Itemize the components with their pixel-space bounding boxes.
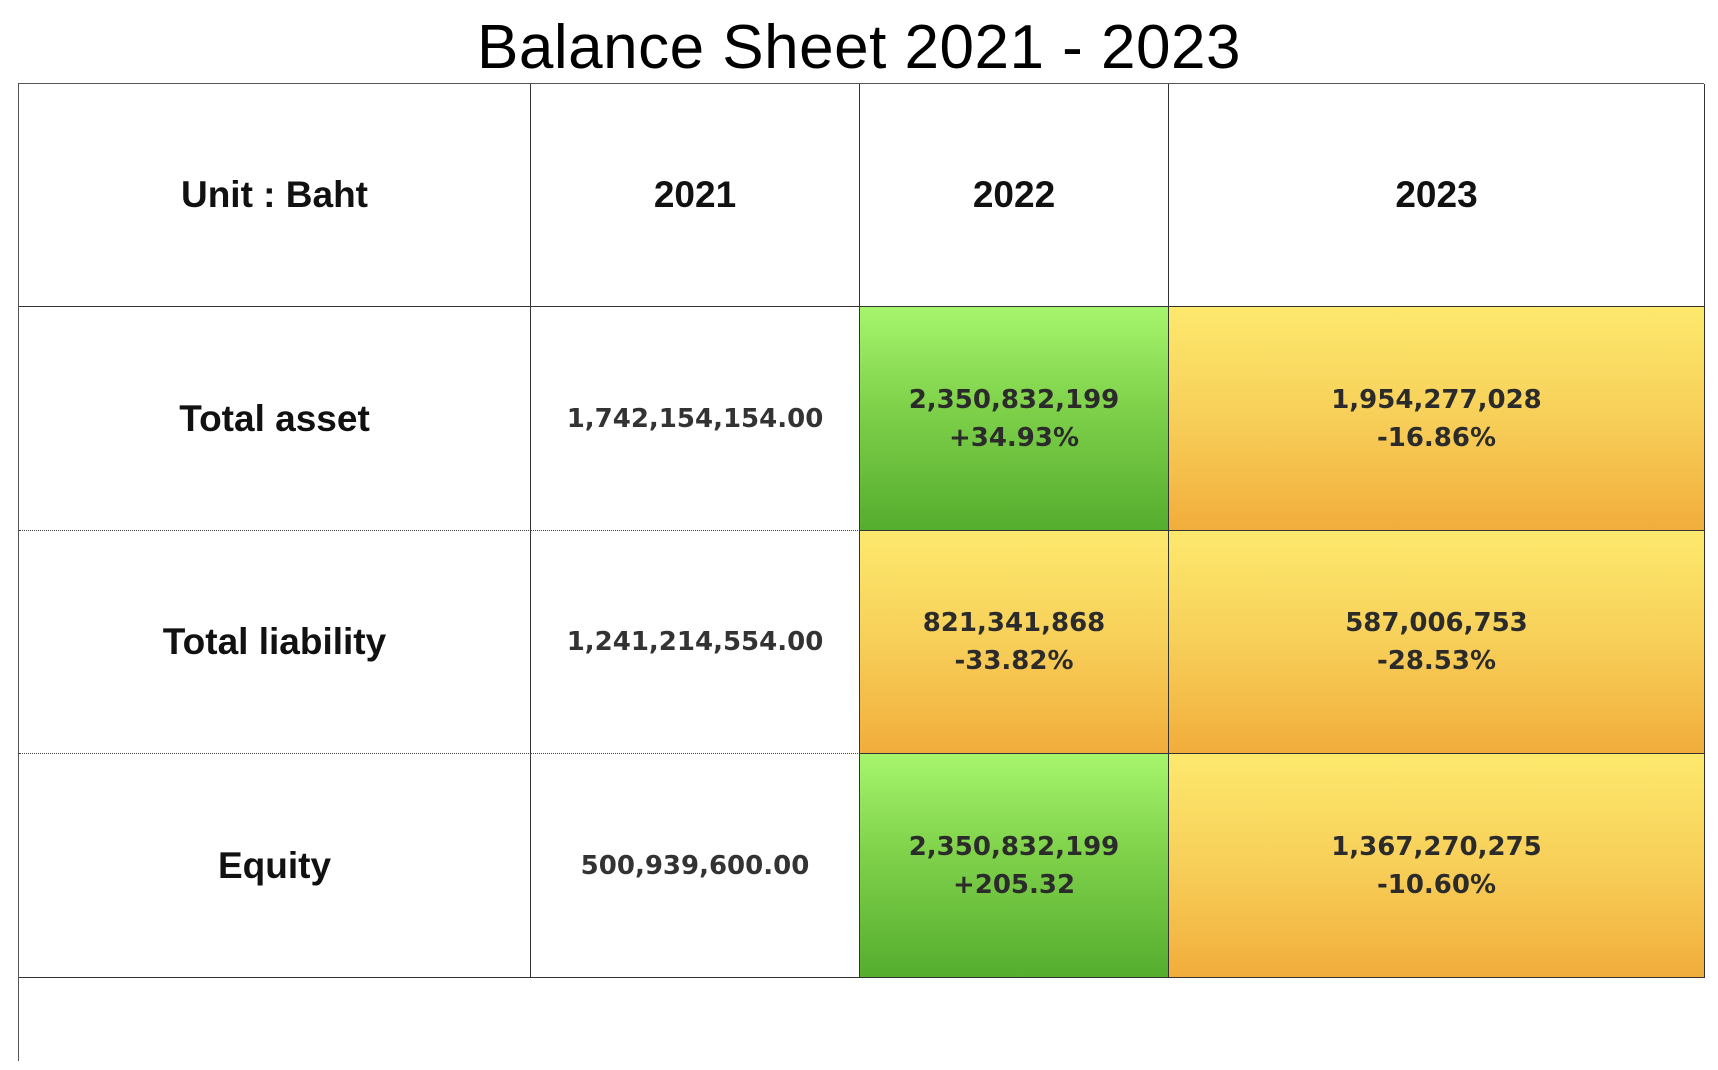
cell-equity-2022: 2,350,832,199 +205.32 — [860, 754, 1169, 978]
cell-change: -10.60% — [1376, 869, 1497, 900]
header-2021: 2021 — [531, 84, 860, 307]
cell-value: 1,367,270,275 — [1331, 831, 1542, 862]
chart-title: Balance Sheet 2021 - 2023 — [477, 13, 1241, 82]
cell-value: 2,350,832,199 — [908, 384, 1120, 415]
row-label: Equity — [217, 844, 332, 886]
row-label-total-asset: Total asset — [19, 307, 531, 531]
header-unit: Unit : Baht — [19, 84, 531, 307]
cell-total-asset-2021: 1,742,154,154.00 — [531, 307, 860, 531]
cell-change: -16.86% — [1376, 422, 1497, 453]
header-2022: 2022 — [860, 84, 1169, 307]
cell-total-liability-2023: 587,006,753 -28.53% — [1169, 531, 1705, 754]
cell-change: -28.53% — [1376, 646, 1497, 676]
cell-change: +205.32 — [952, 869, 1076, 900]
cell-change: +34.93% — [948, 422, 1080, 453]
cell-total-liability-2022: 821,341,868 -33.82% — [860, 531, 1169, 754]
balance-sheet-table: Unit : Baht 2021 2022 2023 Total asset 1… — [18, 83, 1705, 1061]
row-label: Total asset — [179, 397, 370, 439]
cell-value: 821,341,868 — [922, 608, 1106, 638]
cell-value: 500,939,600.00 — [580, 850, 810, 881]
cell-total-asset-2023: 1,954,277,028 -16.86% — [1169, 307, 1705, 531]
cell-value: 587,006,753 — [1345, 608, 1528, 638]
cell-total-liability-2021: 1,241,214,554.00 — [531, 531, 860, 754]
column-header-2023: 2023 — [1395, 174, 1478, 215]
row-label: Total liability — [162, 621, 387, 662]
cell-value: 1,241,214,554.00 — [566, 627, 824, 657]
row-label-equity: Equity — [19, 754, 531, 978]
header-2023: 2023 — [1169, 84, 1705, 307]
column-header-2021: 2021 — [653, 174, 737, 215]
cell-value: 1,742,154,154.00 — [566, 403, 824, 434]
unit-label: Unit : Baht — [180, 174, 369, 215]
cell-value: 1,954,277,028 — [1331, 384, 1542, 415]
cell-equity-2021: 500,939,600.00 — [531, 754, 860, 978]
cell-total-asset-2022: 2,350,832,199 +34.93% — [860, 307, 1169, 531]
cell-value: 2,350,832,199 — [908, 831, 1120, 862]
cell-equity-2023: 1,367,270,275 -10.60% — [1169, 754, 1705, 978]
cell-change: -33.82% — [954, 646, 1074, 676]
column-header-2022: 2022 — [972, 174, 1056, 215]
row-label-total-liability: Total liability — [19, 531, 531, 754]
